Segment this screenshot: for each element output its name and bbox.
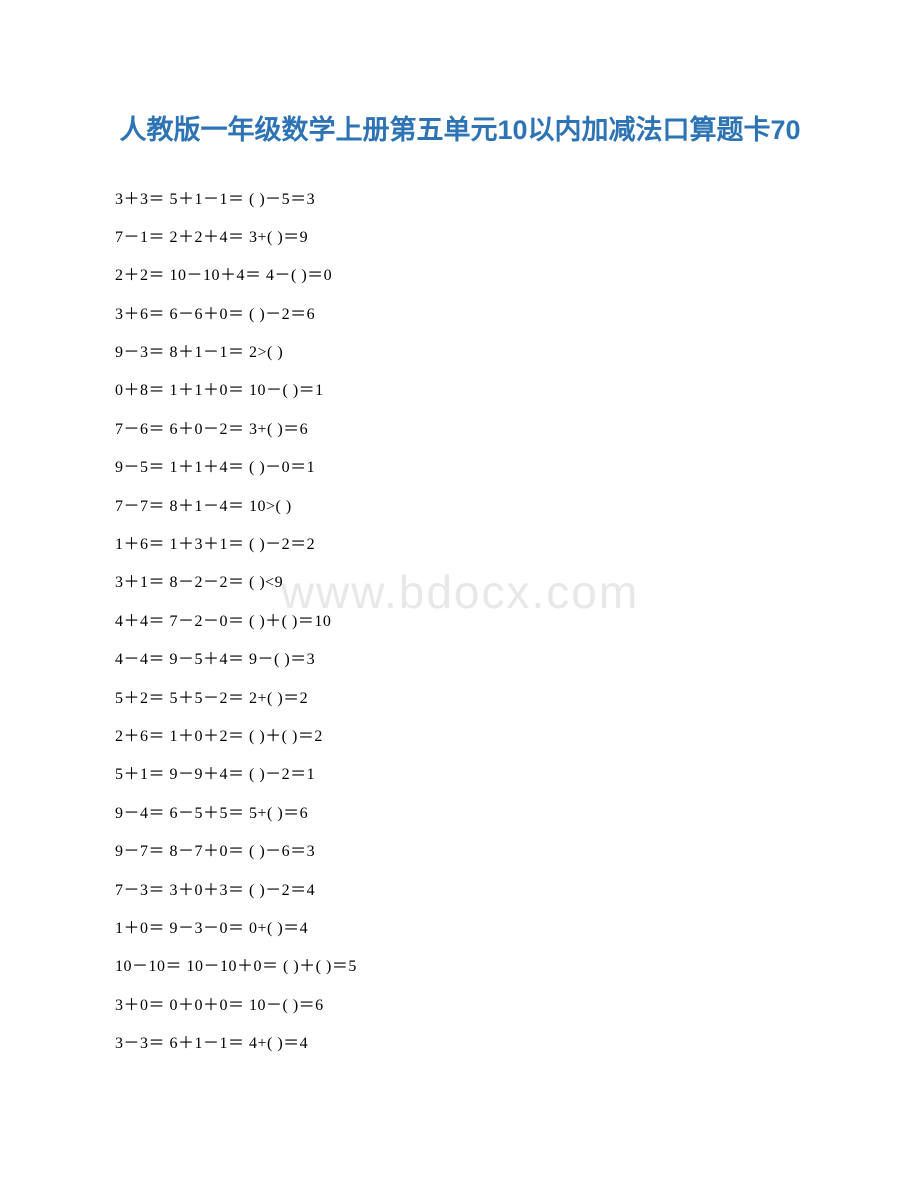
problem-row: 2＋6＝ 1＋0＋2＝ ( )＋( )＝2	[115, 718, 920, 756]
problem-row: 5＋1＝ 9－9＋4＝ ( )－2＝1	[115, 756, 920, 794]
problem-row: 3＋3＝ 5＋1－1＝ ( )－5＝3	[115, 181, 920, 219]
problem-row: 5＋2＝ 5＋5－2＝ 2+( )＝2	[115, 680, 920, 718]
problem-row: 7－3＝ 3＋0＋3＝ ( )－2＝4	[115, 872, 920, 910]
problem-row: 1＋0＝ 9－3－0＝ 0+( )＝4	[115, 910, 920, 948]
problem-row: 4－4＝ 9－5＋4＝ 9－( )＝3	[115, 641, 920, 679]
problem-row: 4＋4＝ 7－2－0＝ ( )＋( )＝10	[115, 603, 920, 641]
problems-list: 3＋3＝ 5＋1－1＝ ( )－5＝3 7－1＝ 2＋2＋4＝ 3+( )＝9 …	[0, 181, 920, 1064]
problem-row: 3＋0＝ 0＋0＋0＝ 10－( )＝6	[115, 987, 920, 1025]
problem-row: 9－7＝ 8－7＋0＝ ( )－6＝3	[115, 833, 920, 871]
document-title: 人教版一年级数学上册第五单元10以内加减法口算题卡70	[0, 110, 920, 151]
problem-row: 9－5＝ 1＋1＋4＝ ( )－0＝1	[115, 449, 920, 487]
document-content: 人教版一年级数学上册第五单元10以内加减法口算题卡70 3＋3＝ 5＋1－1＝ …	[0, 110, 920, 1063]
problem-row: 3－3＝ 6＋1－1＝ 4+( )＝4	[115, 1025, 920, 1063]
problem-row: 7－1＝ 2＋2＋4＝ 3+( )＝9	[115, 219, 920, 257]
problem-row: 3＋6＝ 6－6＋0＝ ( )－2＝6	[115, 296, 920, 334]
problem-row: 2＋2＝ 10－10＋4＝ 4－( )＝0	[115, 257, 920, 295]
problem-row: 3＋1＝ 8－2－2＝ ( )<9	[115, 564, 920, 602]
problem-row: 9－4＝ 6－5＋5＝ 5+( )＝6	[115, 795, 920, 833]
problem-row: 7－6＝ 6＋0－2＝ 3+( )＝6	[115, 411, 920, 449]
problem-row: 9－3＝ 8＋1－1＝ 2>( )	[115, 334, 920, 372]
problem-row: 1＋6＝ 1＋3＋1＝ ( )－2＝2	[115, 526, 920, 564]
problem-row: 10－10＝ 10－10＋0＝ ( )＋( )＝5	[115, 948, 920, 986]
problem-row: 7－7＝ 8＋1－4＝ 10>( )	[115, 488, 920, 526]
problem-row: 0＋8＝ 1＋1＋0＝ 10－( )＝1	[115, 372, 920, 410]
